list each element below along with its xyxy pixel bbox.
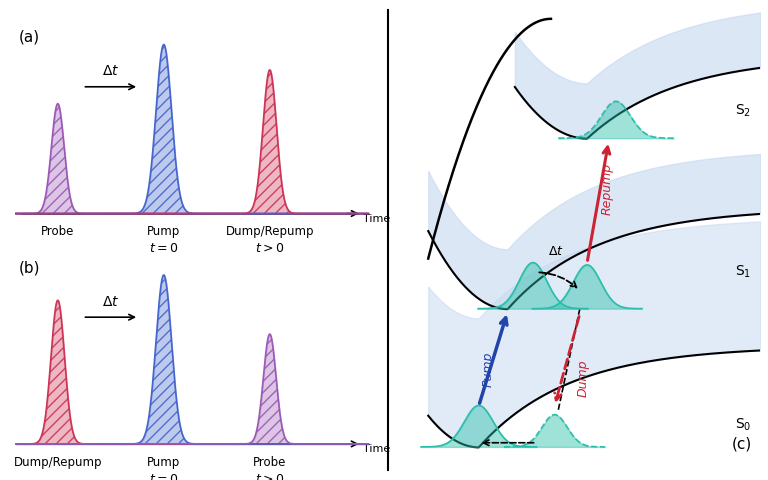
Text: (b): (b) — [19, 260, 41, 275]
Text: $\Delta t$: $\Delta t$ — [102, 64, 120, 78]
Text: Time: Time — [363, 444, 391, 455]
Text: (c): (c) — [731, 437, 752, 452]
Text: Repump: Repump — [601, 163, 614, 216]
Text: Dump: Dump — [577, 360, 590, 397]
Text: Pump: Pump — [147, 456, 180, 469]
Text: Dump/Repump: Dump/Repump — [14, 456, 102, 469]
Text: S$_2$: S$_2$ — [735, 103, 751, 119]
Text: S$_1$: S$_1$ — [735, 264, 751, 280]
Text: $\Delta t$: $\Delta t$ — [102, 295, 120, 309]
Text: Pump: Pump — [482, 351, 495, 387]
Text: (a): (a) — [19, 30, 40, 45]
Text: $\Delta t$: $\Delta t$ — [548, 245, 564, 258]
Text: $t > 0$: $t > 0$ — [255, 473, 284, 480]
Text: Probe: Probe — [41, 225, 74, 239]
Text: S$_0$: S$_0$ — [735, 416, 752, 432]
Text: $t = 0$: $t = 0$ — [149, 242, 178, 255]
Text: $t > 0$: $t > 0$ — [255, 242, 284, 255]
Text: Time: Time — [363, 214, 391, 224]
Text: Dump/Repump: Dump/Repump — [226, 225, 314, 239]
Text: Pump: Pump — [147, 225, 180, 239]
Text: Probe: Probe — [253, 456, 286, 469]
Text: $t = 0$: $t = 0$ — [149, 473, 178, 480]
